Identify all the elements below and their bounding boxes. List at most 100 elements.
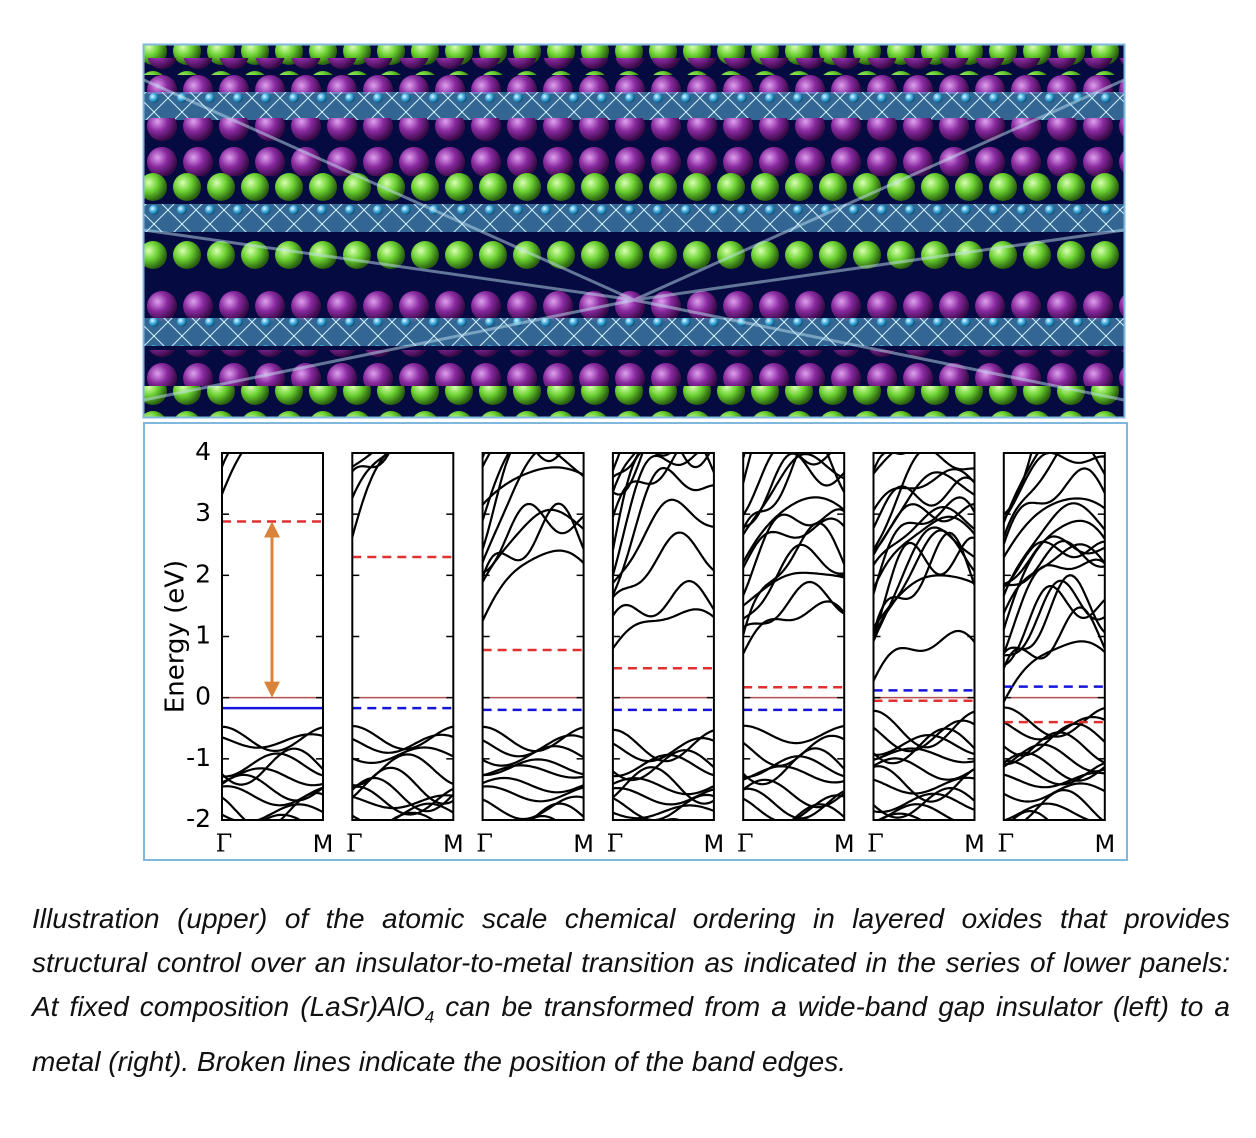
band [743, 724, 845, 745]
band [261, 813, 303, 820]
band [1003, 731, 1105, 766]
band [743, 508, 845, 596]
kpoint-label: Γ [997, 830, 1014, 858]
kpoint-label: Γ [216, 830, 233, 858]
band [612, 453, 711, 496]
band [1003, 558, 1105, 654]
band [482, 549, 584, 622]
band [873, 476, 975, 529]
band [873, 467, 975, 511]
band [873, 515, 975, 590]
band [482, 758, 584, 777]
band [352, 794, 454, 810]
band-panel [1003, 453, 1105, 880]
band [482, 466, 584, 506]
band [1003, 502, 1105, 596]
band [1003, 771, 1105, 789]
band [482, 776, 584, 794]
band [1003, 497, 1105, 558]
y-tick-label: 2 [195, 559, 211, 588]
band [873, 792, 975, 814]
band [873, 502, 975, 553]
kpoint-label: M [704, 830, 725, 858]
band [222, 752, 323, 778]
panel-frame [742, 452, 846, 821]
panel-frame [611, 452, 715, 821]
panel-frame [872, 452, 976, 821]
kpoint-label: Γ [476, 830, 493, 858]
band [482, 453, 510, 521]
band [612, 608, 714, 650]
band [612, 498, 714, 584]
panel-frame [351, 452, 455, 821]
band [743, 571, 845, 607]
y-tick-label: -2 [186, 804, 211, 833]
band [352, 453, 454, 473]
band [482, 502, 584, 574]
band [1003, 453, 1040, 523]
band [743, 580, 845, 629]
band [612, 466, 714, 596]
band [873, 765, 975, 803]
band [352, 453, 374, 468]
band [743, 876, 844, 880]
band [482, 785, 584, 803]
arrow-head [264, 521, 280, 538]
band [743, 496, 845, 563]
band [873, 719, 975, 753]
band [1003, 579, 1105, 657]
band [873, 453, 894, 475]
y-tick-label: -1 [186, 743, 211, 772]
band [873, 629, 975, 682]
band-panel [352, 453, 454, 820]
band [873, 727, 975, 765]
band [1003, 540, 1105, 588]
band-panel [873, 453, 975, 820]
band [612, 531, 714, 599]
band [352, 453, 389, 538]
arrow-head [264, 681, 280, 698]
band-panel [612, 453, 714, 880]
panel-frame [481, 452, 585, 821]
band [352, 746, 454, 764]
kpoint-label: M [443, 830, 464, 858]
band [1003, 751, 1105, 782]
y-tick-label: 1 [195, 621, 211, 650]
band [613, 866, 714, 880]
band [612, 453, 637, 493]
band [1003, 760, 1105, 786]
caption: Illustration (upper) of the atomic scale… [32, 897, 1230, 1084]
band [743, 747, 845, 786]
band [222, 747, 323, 786]
kpoint-label: M [1094, 830, 1115, 858]
y-tick-label: 4 [195, 437, 211, 466]
y-tick-label: 0 [195, 682, 211, 711]
band [612, 453, 640, 478]
band [1003, 535, 1105, 585]
bands-frame [143, 422, 1128, 861]
band [1004, 872, 1105, 880]
band [873, 536, 975, 636]
band [743, 600, 845, 655]
kpoint-label: M [313, 830, 334, 858]
band [1003, 585, 1105, 667]
y-tick-label: 3 [195, 498, 211, 527]
band [222, 733, 323, 749]
band [528, 814, 558, 820]
band [612, 777, 714, 796]
band [873, 787, 975, 819]
band [482, 453, 562, 550]
band [222, 803, 323, 820]
band [1023, 788, 1105, 820]
band [1010, 810, 1050, 820]
kpoint-label: M [573, 830, 594, 858]
band [612, 753, 714, 778]
band [389, 811, 436, 820]
band [482, 764, 584, 779]
y-axis-label: Energy (eV) [161, 560, 191, 713]
band [743, 765, 845, 784]
kpoint-label: Γ [346, 830, 363, 858]
band [612, 766, 714, 805]
